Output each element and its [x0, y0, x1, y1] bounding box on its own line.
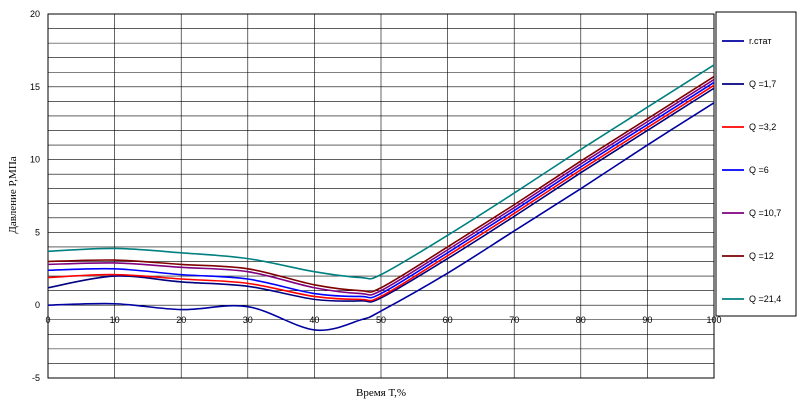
- x-tick-label: 40: [309, 315, 319, 325]
- y-tick-label: -5: [32, 373, 40, 383]
- legend-label: Q =12: [749, 251, 774, 261]
- x-tick-label: 100: [706, 315, 721, 325]
- x-tick-label: 10: [110, 315, 120, 325]
- x-tick-label: 80: [576, 315, 586, 325]
- y-axis-title: Давление Р,МПа: [7, 156, 19, 233]
- x-tick-label: 90: [642, 315, 652, 325]
- x-tick-label: 50: [376, 315, 386, 325]
- x-tick-label: 30: [243, 315, 253, 325]
- legend-label: Q =10,7: [749, 208, 781, 218]
- series-line-5: [47, 75, 715, 293]
- x-tick-label: 60: [443, 315, 453, 325]
- legend-label: Q =1,7: [749, 79, 776, 89]
- tick-labels: 0 10 20 30 40 50 60 70 80 90 100 -5 0 5 10 15 20: [30, 9, 722, 383]
- legend-label: r.стат: [749, 36, 771, 46]
- x-tick-label: 70: [509, 315, 519, 325]
- legend-box: [715, 11, 797, 317]
- series-line-3: [47, 81, 715, 299]
- x-tick-label: 20: [176, 315, 186, 325]
- series-line-1: [47, 87, 715, 303]
- x-axis-title: Время Т,%: [356, 387, 406, 399]
- series-lines: [47, 64, 715, 332]
- y-tick-label: 0: [35, 300, 40, 310]
- series-line-2: [47, 84, 715, 302]
- y-tick-label: 20: [30, 9, 40, 19]
- x-tick-label: 0: [45, 315, 50, 325]
- legend-label: Q =6: [749, 165, 769, 175]
- grid: [48, 14, 714, 378]
- legend: r.стат Q =1,7 Q =3,2 Q =6 Q =10,7 Q =12 Q =21,…: [715, 11, 797, 317]
- series-line-0: [47, 102, 715, 332]
- series-line-4: [47, 78, 715, 296]
- y-tick-label: 5: [35, 227, 40, 237]
- y-tick-label: 15: [30, 82, 40, 92]
- legend-label: Q =3,2: [749, 122, 776, 132]
- series-line-6: [47, 64, 715, 280]
- legend-label: Q =21,4: [749, 294, 781, 304]
- y-tick-label: 10: [30, 155, 40, 165]
